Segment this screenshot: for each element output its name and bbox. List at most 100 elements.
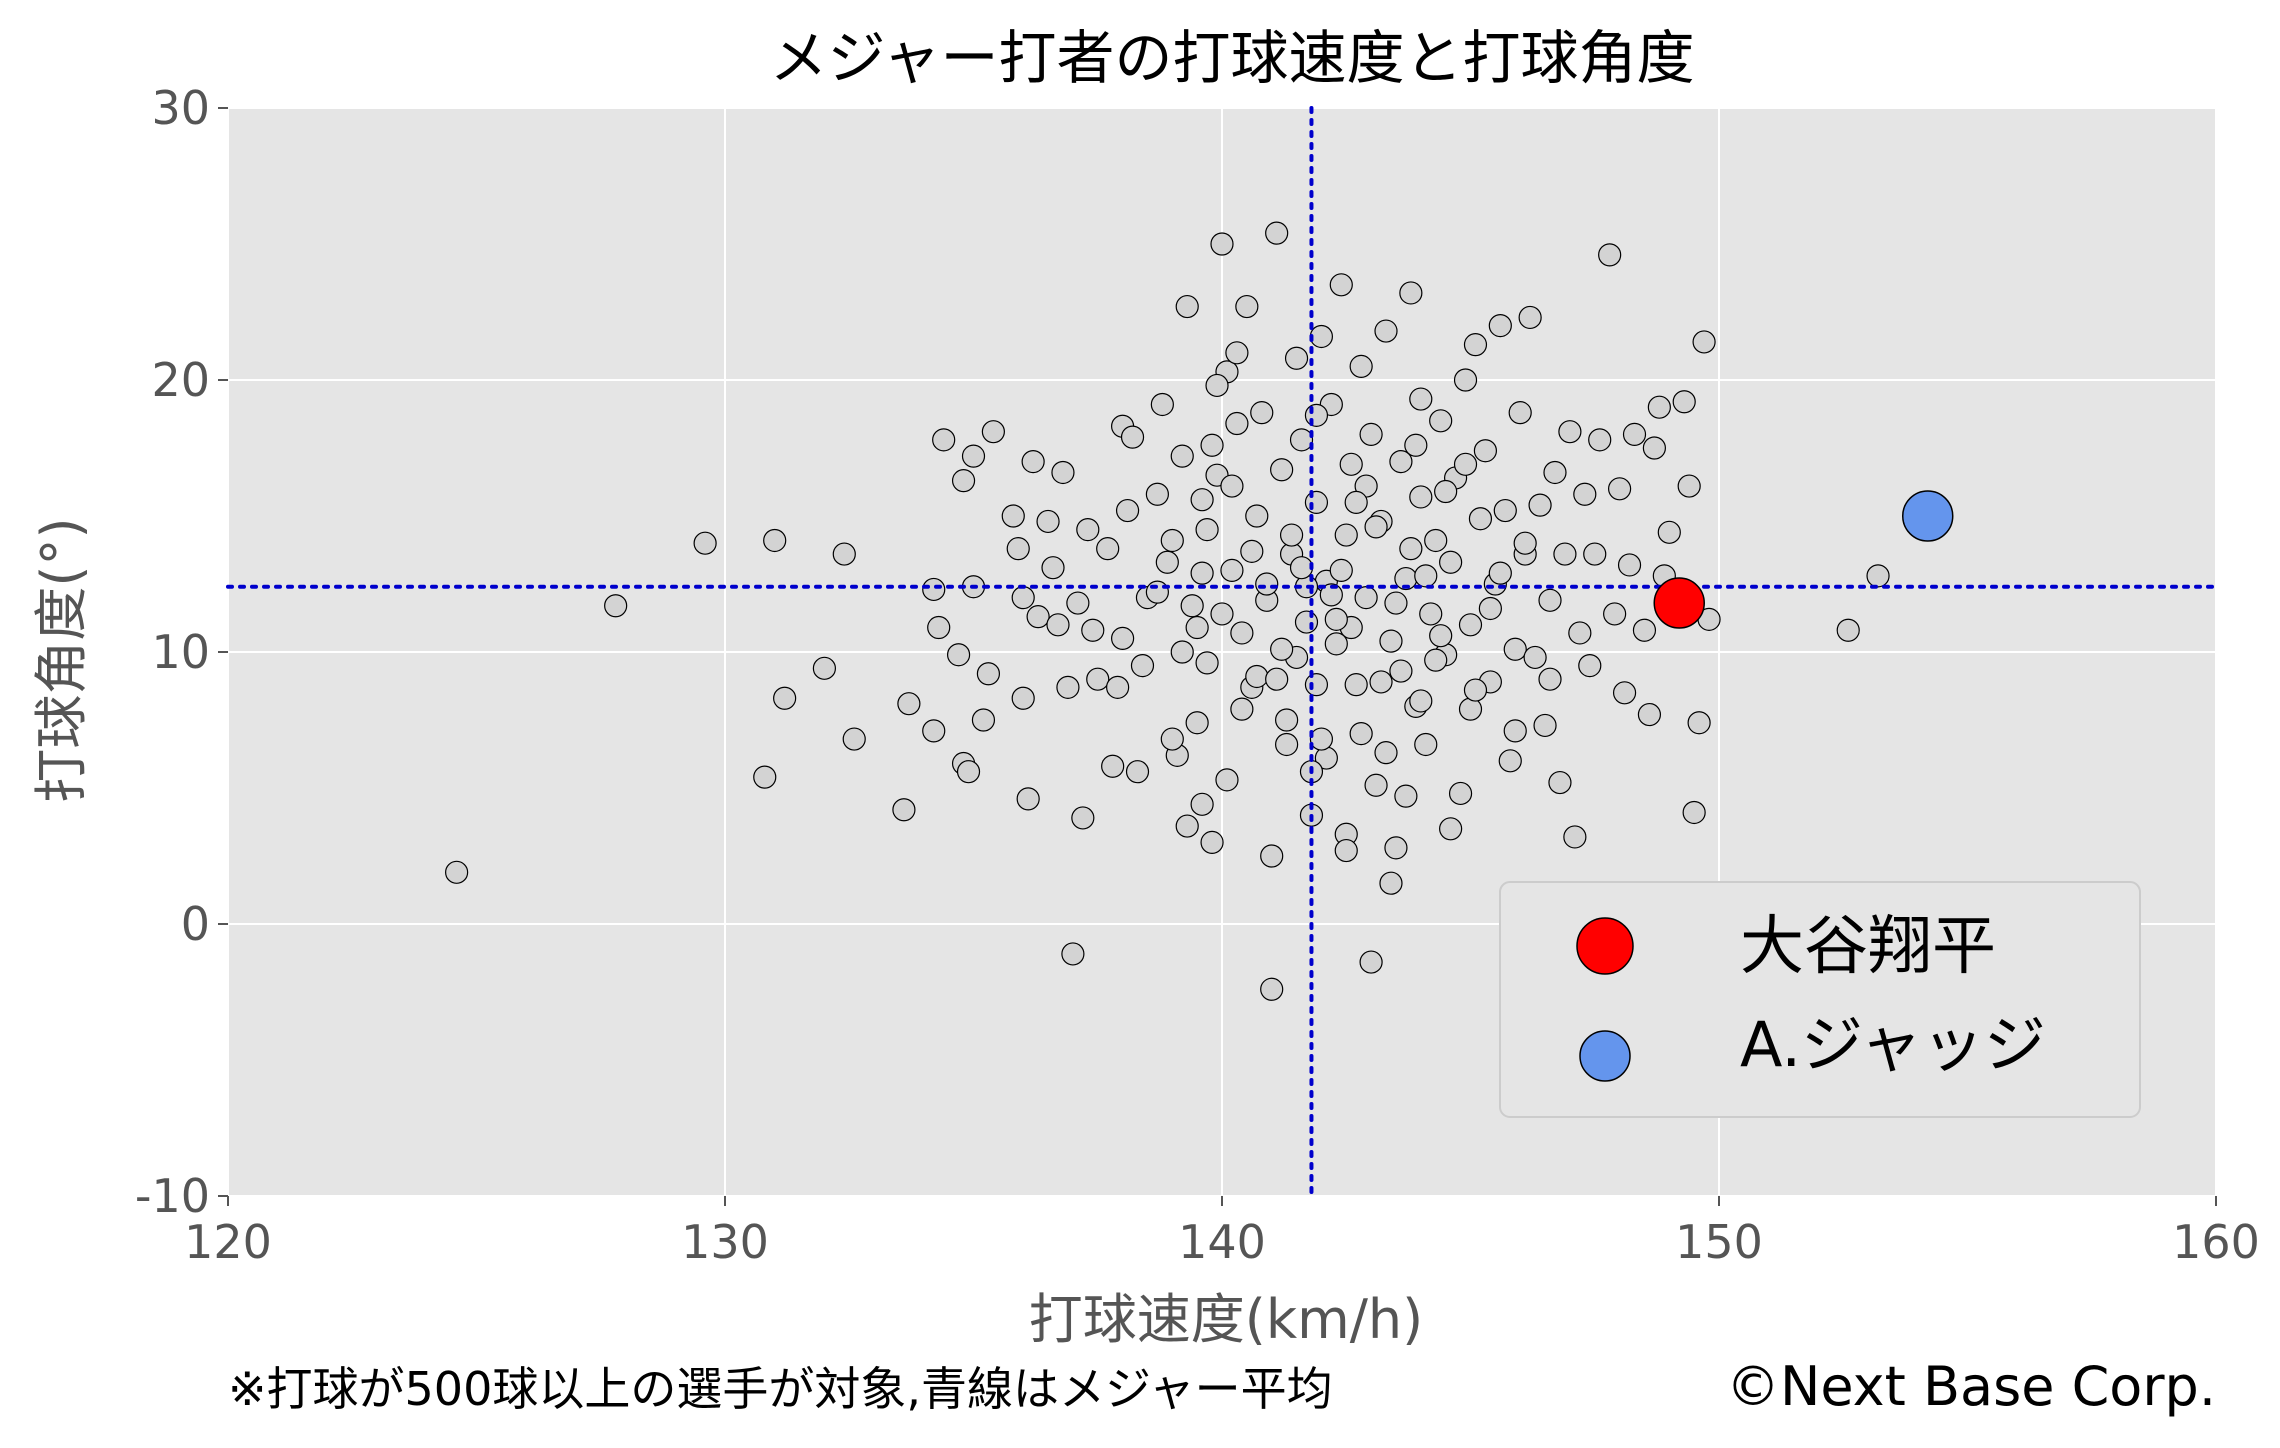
scatter-point bbox=[1379, 871, 1403, 895]
scatter-point bbox=[1836, 618, 1860, 642]
scatter-point bbox=[1458, 613, 1483, 637]
scatter-point bbox=[1110, 626, 1135, 651]
scatter-point bbox=[1354, 585, 1378, 610]
scatter-point bbox=[1409, 485, 1433, 509]
highlight-point bbox=[1653, 577, 1705, 629]
legend-frame bbox=[1499, 881, 2141, 1118]
scatter-point bbox=[1429, 409, 1453, 433]
scatter-point bbox=[1220, 474, 1244, 498]
scatter-point bbox=[1200, 433, 1224, 457]
scatter-point bbox=[1419, 602, 1443, 626]
scatter-point bbox=[1339, 452, 1363, 476]
scatter-point bbox=[1349, 354, 1373, 378]
scatter-point bbox=[932, 428, 956, 452]
scatter-point bbox=[1404, 433, 1428, 457]
scatter-point bbox=[1384, 836, 1408, 860]
x-tick-label: 160 bbox=[2172, 1215, 2260, 1269]
scatter-point bbox=[1548, 770, 1572, 795]
scatter-point bbox=[1304, 403, 1329, 427]
scatter-point bbox=[1215, 768, 1239, 792]
scatter-point bbox=[1429, 624, 1453, 648]
y-tick-label: 10 bbox=[151, 625, 210, 679]
scatter-point bbox=[1210, 232, 1234, 256]
scatter-point bbox=[1448, 781, 1473, 806]
scatter-point bbox=[1543, 460, 1567, 485]
scatter-point bbox=[1270, 637, 1294, 661]
scatter-point bbox=[1245, 664, 1269, 689]
scatter-point bbox=[1523, 645, 1547, 670]
scatter-point bbox=[693, 531, 717, 555]
scatter-point bbox=[1374, 741, 1398, 765]
scatter-point bbox=[1518, 305, 1542, 330]
scatter-point bbox=[1006, 537, 1030, 561]
scatter-point bbox=[1235, 294, 1259, 319]
x-tick-label: 150 bbox=[1675, 1215, 1763, 1269]
scatter-point bbox=[1637, 702, 1662, 727]
scatter-point bbox=[1155, 550, 1179, 574]
scatter-point bbox=[1329, 558, 1353, 583]
scatter-point bbox=[604, 594, 628, 618]
scatter-point bbox=[897, 692, 921, 716]
scatter-point bbox=[1125, 760, 1150, 784]
scatter-point bbox=[1160, 528, 1184, 553]
scatter-point bbox=[1603, 602, 1627, 626]
scatter-point bbox=[1607, 477, 1632, 501]
scatter-point bbox=[1329, 273, 1353, 297]
scatter-point bbox=[1086, 667, 1110, 691]
x-tick-label: 120 bbox=[184, 1215, 272, 1269]
y-tick-label: -10 bbox=[135, 1169, 210, 1223]
scatter-point bbox=[1115, 498, 1140, 523]
scatter-point bbox=[1076, 517, 1100, 542]
scatter-point bbox=[1384, 591, 1408, 615]
scatter-point bbox=[1200, 830, 1224, 855]
scatter-point bbox=[1617, 553, 1642, 577]
scatter-point bbox=[1503, 637, 1527, 661]
scatter-point bbox=[1439, 817, 1463, 841]
legend: 大谷翔平 A.ジャッジ bbox=[1499, 881, 2141, 1118]
x-tick-label: 130 bbox=[681, 1215, 769, 1269]
scatter-point bbox=[1260, 977, 1284, 1001]
scatter-point bbox=[1434, 479, 1458, 504]
chart-title: メジャー打者の打球速度と打球角度 bbox=[769, 24, 1694, 92]
scatter-point bbox=[971, 708, 996, 732]
scatter-point bbox=[922, 719, 946, 743]
scatter-point bbox=[1205, 373, 1229, 398]
y-axis-label: 打球角度(°) bbox=[30, 517, 93, 802]
x-tick-label: 140 bbox=[1178, 1215, 1266, 1269]
scatter-point bbox=[1359, 422, 1383, 446]
scatter-point bbox=[1563, 825, 1587, 849]
scatter-point bbox=[1245, 504, 1269, 528]
scatter-point bbox=[1399, 537, 1423, 561]
y-tick-label: 0 bbox=[181, 897, 210, 951]
scatter-point bbox=[1334, 523, 1358, 547]
scatter-point bbox=[1240, 539, 1264, 563]
scatter-point bbox=[1682, 800, 1706, 825]
x-axis-label: 打球速度(km/h) bbox=[1029, 1288, 1423, 1351]
scatter-point bbox=[1001, 504, 1025, 528]
scatter-point bbox=[1081, 618, 1105, 642]
scatter-point bbox=[1439, 550, 1463, 574]
scatter-point bbox=[1324, 607, 1348, 631]
scatter-point bbox=[812, 656, 837, 680]
scatter-point bbox=[1642, 436, 1666, 460]
scatter-point bbox=[1692, 330, 1716, 354]
scatter-point bbox=[1120, 425, 1145, 449]
scatter-point bbox=[1632, 618, 1657, 642]
scatter-point bbox=[1463, 678, 1488, 702]
scatter-point bbox=[1145, 482, 1169, 506]
scatter-point bbox=[1255, 572, 1279, 596]
scatter-point bbox=[1344, 490, 1368, 514]
scatter-point bbox=[1364, 515, 1388, 539]
scatter-point bbox=[1265, 221, 1289, 245]
y-tick-label: 30 bbox=[151, 81, 210, 135]
scatter-point bbox=[1195, 651, 1219, 675]
scatter-point bbox=[1508, 401, 1532, 425]
mean-lines bbox=[226, 106, 2218, 1198]
scatter-point bbox=[1289, 556, 1314, 580]
scatter-point bbox=[1279, 523, 1304, 547]
scatter-point bbox=[1210, 602, 1234, 626]
scatter-point bbox=[961, 444, 986, 468]
scatter-point bbox=[1364, 773, 1388, 797]
scatter-point bbox=[1011, 686, 1035, 710]
